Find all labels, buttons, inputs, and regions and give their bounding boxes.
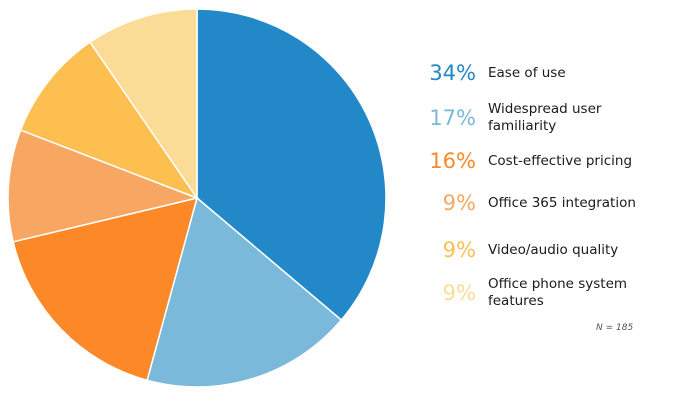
legend-percent: 34% [429,61,476,85]
legend-item-office-phone-system-features: 9% Office phone system features [410,276,670,310]
pie-slice-office-365-integration [7,129,200,243]
legend-label: Widespread user familiarity [488,101,602,134]
legend: 34% Ease of use 17% Widespread user fami… [410,0,670,408]
legend-label: Ease of use [488,64,566,81]
pie-slice-video-audio-quality [19,41,199,200]
legend-item-widespread-user-familiarity: 17% Widespread user familiarity [410,101,670,135]
legend-percent: 9% [442,238,476,262]
legend-item-office-365-integration: 9% Office 365 integration [410,191,670,215]
pie-chart [7,8,387,388]
sample-size-note: N = 185 [596,323,634,333]
pie-slice-cost-effective-pricing [12,196,199,382]
legend-item-ease-of-use: 34% Ease of use [410,61,670,85]
legend-percent: 9% [442,281,476,305]
legend-percent: 17% [429,106,476,130]
legend-percent: 16% [429,149,476,173]
pie-slice-office-phone-system-features [88,8,198,201]
legend-label: Cost-effective pricing [488,152,633,169]
legend-label: Video/audio quality [488,241,619,258]
legend-percent: 9% [442,191,476,215]
pie-slice-widespread-user-familiarity [146,196,343,388]
legend-label: Office 365 integration [488,194,636,211]
legend-label: Office phone system features [488,276,628,309]
legend-item-cost-effective-pricing: 16% Cost-effective pricing [410,149,670,173]
pie-slice-ease-of-use [196,8,387,322]
legend-item-video-audio-quality: 9% Video/audio quality [410,238,670,262]
